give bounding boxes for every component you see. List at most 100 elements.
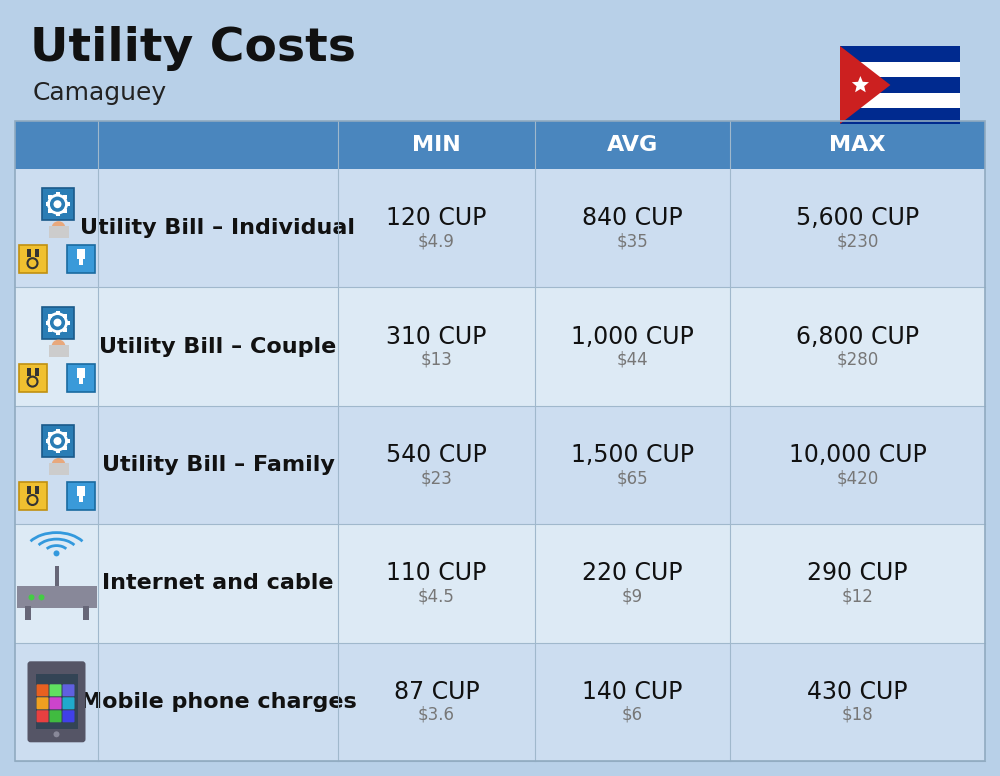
Bar bbox=[36, 674, 78, 729]
Circle shape bbox=[54, 437, 62, 445]
Bar bbox=[26, 249, 30, 257]
Bar bbox=[56, 310, 60, 314]
Text: $44: $44 bbox=[617, 351, 648, 369]
FancyBboxPatch shape bbox=[28, 661, 86, 743]
Bar bbox=[15, 169, 985, 287]
Bar bbox=[840, 109, 960, 124]
Text: 110 CUP: 110 CUP bbox=[386, 561, 487, 585]
FancyBboxPatch shape bbox=[50, 684, 62, 696]
Circle shape bbox=[28, 594, 34, 601]
Bar bbox=[98, 121, 338, 169]
Bar bbox=[56, 331, 60, 334]
Bar bbox=[56, 192, 60, 196]
Bar bbox=[66, 203, 70, 206]
Bar bbox=[18, 364, 46, 392]
Bar bbox=[63, 210, 67, 213]
Bar bbox=[15, 406, 985, 525]
Bar bbox=[34, 486, 38, 494]
Bar bbox=[840, 77, 960, 93]
Bar bbox=[535, 121, 730, 169]
Circle shape bbox=[54, 319, 62, 327]
FancyBboxPatch shape bbox=[36, 710, 48, 722]
Bar bbox=[48, 446, 52, 450]
Bar bbox=[66, 439, 70, 443]
Bar bbox=[840, 61, 960, 77]
Bar bbox=[42, 189, 74, 220]
Bar bbox=[34, 249, 38, 257]
Text: 540 CUP: 540 CUP bbox=[386, 443, 487, 467]
Bar bbox=[26, 486, 30, 494]
Text: 5,600 CUP: 5,600 CUP bbox=[796, 206, 919, 230]
FancyBboxPatch shape bbox=[50, 710, 62, 722]
Text: 290 CUP: 290 CUP bbox=[807, 561, 908, 585]
Circle shape bbox=[54, 731, 60, 737]
Bar bbox=[76, 249, 84, 259]
Text: Utility Bill – Individual: Utility Bill – Individual bbox=[80, 218, 356, 238]
Text: 1,000 CUP: 1,000 CUP bbox=[571, 324, 694, 348]
Text: 840 CUP: 840 CUP bbox=[582, 206, 683, 230]
Bar bbox=[63, 314, 67, 317]
Text: $4.5: $4.5 bbox=[418, 587, 455, 605]
Bar bbox=[78, 257, 82, 265]
Text: $280: $280 bbox=[836, 351, 879, 369]
Text: 120 CUP: 120 CUP bbox=[386, 206, 487, 230]
Bar bbox=[46, 439, 50, 443]
Bar bbox=[66, 482, 94, 510]
Bar bbox=[15, 287, 985, 406]
Bar bbox=[42, 307, 74, 338]
Circle shape bbox=[52, 458, 66, 472]
Text: $65: $65 bbox=[617, 469, 648, 487]
Text: Camaguey: Camaguey bbox=[33, 81, 167, 105]
Bar bbox=[56, 449, 60, 453]
Polygon shape bbox=[840, 46, 890, 124]
Text: MIN: MIN bbox=[412, 135, 461, 155]
FancyBboxPatch shape bbox=[62, 684, 74, 696]
Bar bbox=[48, 345, 68, 357]
Text: Mobile phone charges: Mobile phone charges bbox=[80, 691, 356, 712]
Bar bbox=[34, 368, 38, 376]
Text: $18: $18 bbox=[842, 706, 873, 724]
Text: 310 CUP: 310 CUP bbox=[386, 324, 487, 348]
Polygon shape bbox=[852, 76, 869, 92]
Bar bbox=[338, 121, 535, 169]
Bar bbox=[63, 432, 67, 436]
Bar bbox=[56, 212, 60, 217]
Text: 10,000 CUP: 10,000 CUP bbox=[789, 443, 926, 467]
Text: 87 CUP: 87 CUP bbox=[394, 680, 479, 704]
Bar bbox=[48, 314, 52, 317]
Text: 220 CUP: 220 CUP bbox=[582, 561, 683, 585]
Text: 140 CUP: 140 CUP bbox=[582, 680, 683, 704]
Text: $35: $35 bbox=[617, 232, 648, 250]
Bar bbox=[24, 606, 30, 620]
Text: 1,500 CUP: 1,500 CUP bbox=[571, 443, 694, 467]
Bar bbox=[15, 643, 985, 761]
Bar bbox=[48, 327, 52, 331]
Text: $13: $13 bbox=[421, 351, 452, 369]
Circle shape bbox=[52, 340, 66, 354]
Bar bbox=[82, 606, 88, 620]
Bar bbox=[48, 432, 52, 436]
Text: $230: $230 bbox=[836, 232, 879, 250]
Bar bbox=[48, 463, 68, 475]
Text: $4.9: $4.9 bbox=[418, 232, 455, 250]
Bar bbox=[66, 245, 94, 273]
Bar bbox=[15, 525, 985, 643]
Text: Utility Bill – Family: Utility Bill – Family bbox=[102, 455, 334, 475]
Bar bbox=[76, 368, 84, 378]
Bar bbox=[56, 429, 60, 433]
Bar bbox=[42, 425, 74, 457]
Bar bbox=[48, 195, 52, 199]
Text: MAX: MAX bbox=[829, 135, 886, 155]
Bar bbox=[63, 195, 67, 199]
Bar bbox=[76, 486, 84, 496]
Bar bbox=[18, 482, 46, 510]
Bar bbox=[54, 566, 58, 587]
FancyBboxPatch shape bbox=[62, 710, 74, 722]
Text: 430 CUP: 430 CUP bbox=[807, 680, 908, 704]
Text: $3.6: $3.6 bbox=[418, 706, 455, 724]
Bar bbox=[15, 121, 985, 761]
Bar bbox=[66, 320, 70, 324]
Bar bbox=[840, 93, 960, 109]
Text: Utility Costs: Utility Costs bbox=[30, 26, 356, 71]
Bar bbox=[46, 203, 50, 206]
